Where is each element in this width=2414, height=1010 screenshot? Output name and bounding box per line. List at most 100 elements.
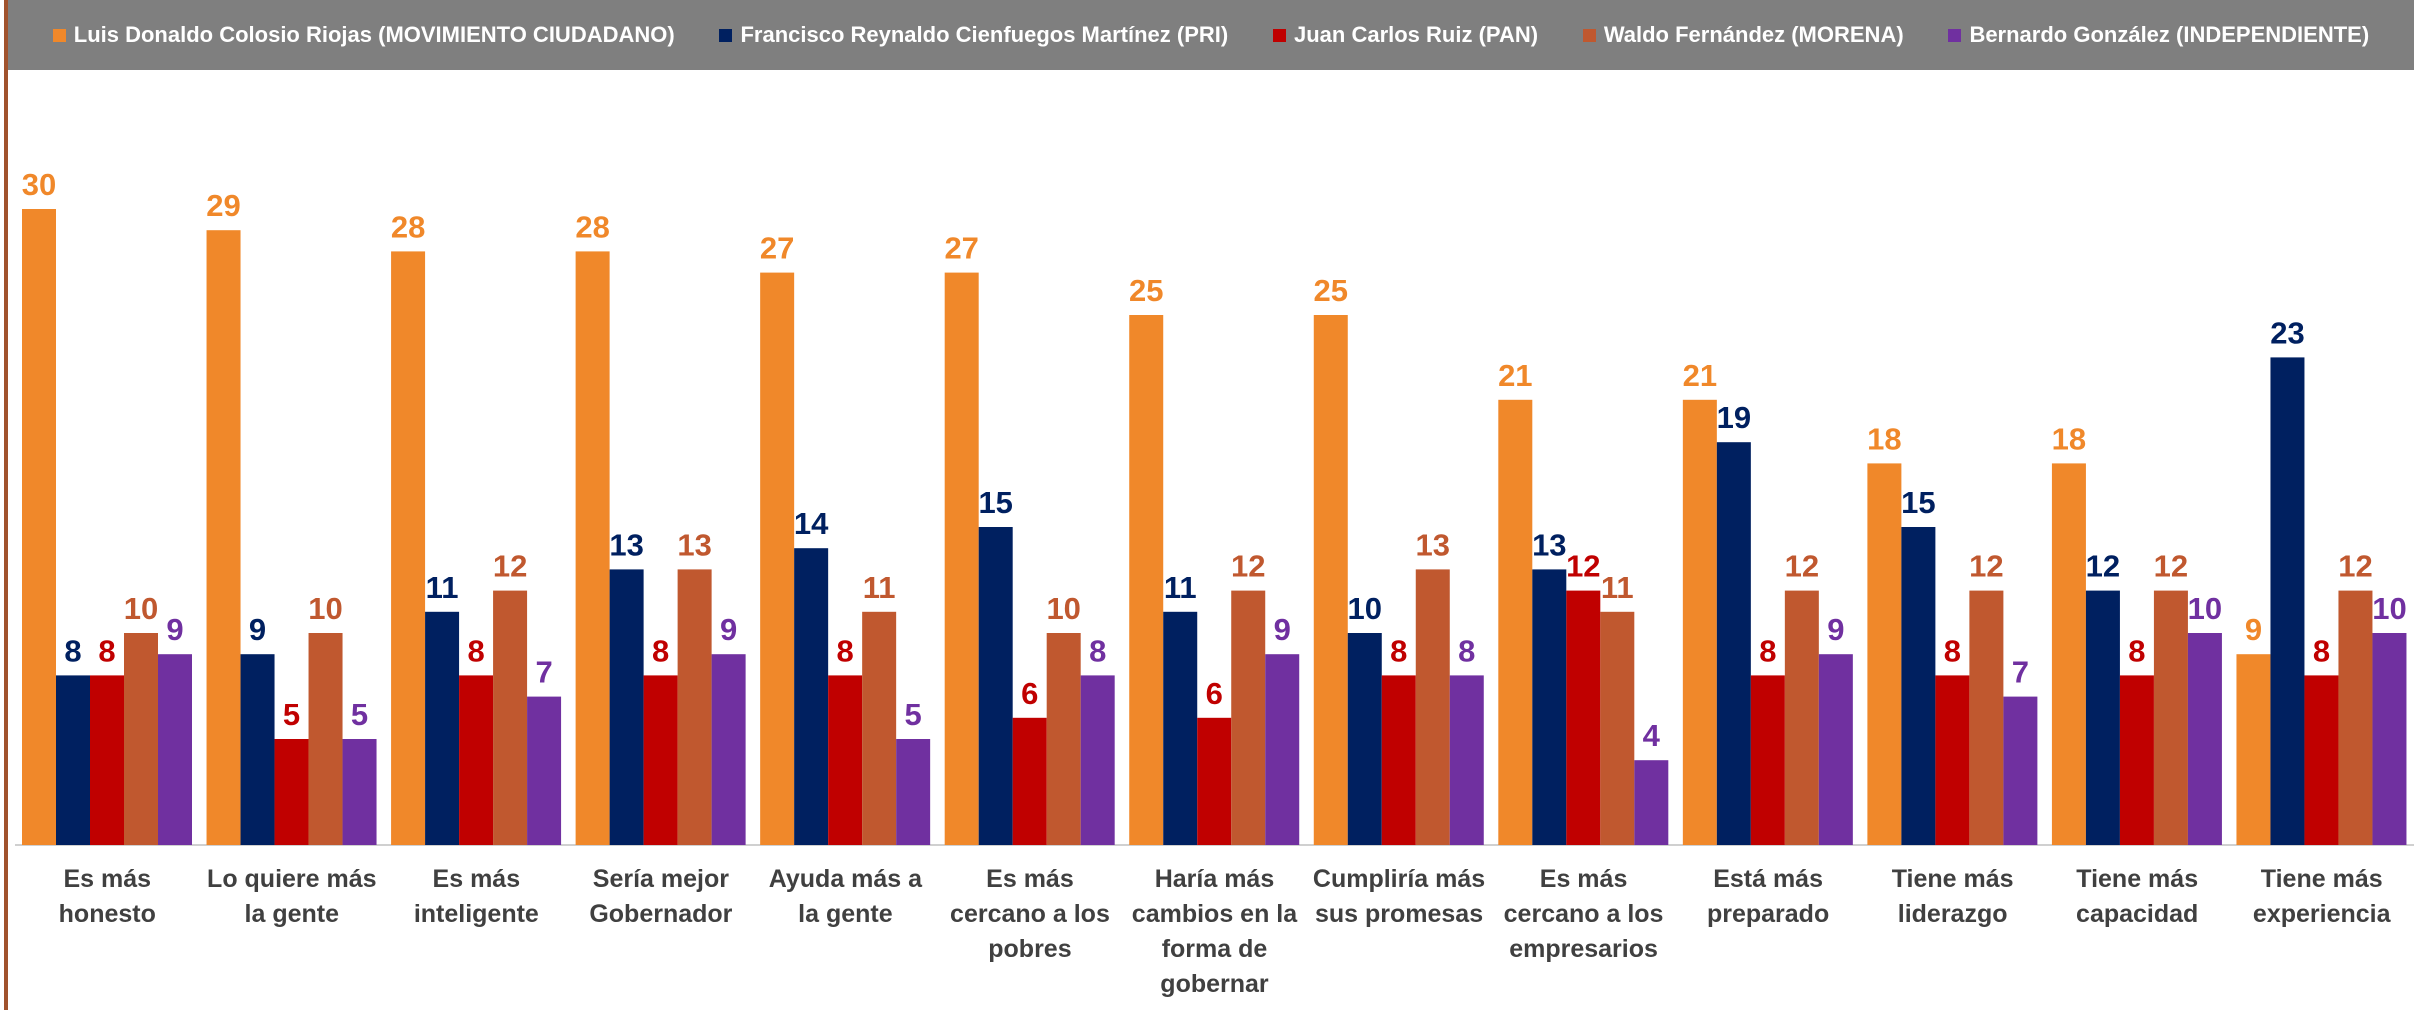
bar <box>862 611 897 845</box>
bar <box>1935 675 1970 845</box>
legend-item: Bernardo González (INDEPENDIENTE) <box>1948 22 2369 48</box>
bar <box>2153 590 2188 845</box>
data-label: 15 <box>978 485 1012 520</box>
legend-swatch <box>1272 28 1286 42</box>
legend-label: Francisco Reynaldo Cienfuegos Martínez (… <box>740 22 1229 47</box>
data-label: 8 <box>1089 633 1106 668</box>
bar <box>1197 717 1232 845</box>
bar <box>22 209 56 845</box>
bar <box>1867 463 1902 845</box>
data-label: 13 <box>1416 527 1450 562</box>
data-label: 8 <box>2313 633 2330 668</box>
data-label: 21 <box>1683 358 1717 393</box>
bar <box>2003 696 2038 845</box>
data-label: 11 <box>426 570 459 605</box>
data-label: 6 <box>1206 676 1223 711</box>
bar <box>1012 717 1047 845</box>
bar <box>1634 760 1669 845</box>
bar <box>527 696 562 845</box>
bar <box>1566 590 1601 845</box>
bar <box>274 739 309 845</box>
legend-item: Waldo Fernández (MORENA) <box>1582 22 1904 48</box>
bar <box>2270 357 2305 845</box>
bar <box>2236 654 2271 845</box>
data-label: 8 <box>1458 633 1475 668</box>
data-label: 12 <box>493 549 527 584</box>
data-label: 10 <box>308 591 342 626</box>
data-label: 9 <box>1274 612 1291 647</box>
data-label: 7 <box>535 655 552 690</box>
data-label: 12 <box>2338 549 2372 584</box>
legend-item: Juan Carlos Ruiz (PAN) <box>1272 22 1539 48</box>
legend-label: Waldo Fernández (MORENA) <box>1603 22 1904 47</box>
bar <box>2187 633 2222 845</box>
data-label: 21 <box>1498 358 1532 393</box>
bar <box>978 527 1013 845</box>
bar <box>1969 590 2004 845</box>
x-tick-label: Es más inteligente <box>413 865 539 928</box>
x-tick-label: Tiene más capacidad <box>2076 865 2199 928</box>
data-label: 9 <box>166 612 183 647</box>
bar <box>240 654 275 845</box>
data-label: 5 <box>283 697 300 732</box>
legend: Luis Donaldo Colosio Riojas (MOVIMIENTO … <box>8 0 2414 70</box>
data-label: 28 <box>391 209 425 244</box>
data-label: 12 <box>1566 549 1600 584</box>
bar <box>711 654 746 845</box>
data-label: 8 <box>837 633 854 668</box>
bar <box>1682 399 1717 845</box>
bar <box>1750 675 1785 845</box>
bar <box>1901 527 1936 845</box>
bar <box>575 251 610 845</box>
data-label: 8 <box>652 633 669 668</box>
bar <box>1415 569 1450 845</box>
data-label: 8 <box>2128 633 2145 668</box>
bar <box>1716 442 1751 845</box>
bar <box>1265 654 1300 845</box>
data-label: 13 <box>609 527 643 562</box>
bar <box>1532 569 1567 845</box>
bar <box>2304 675 2339 845</box>
bar <box>1784 590 1819 845</box>
data-label: 11 <box>1164 570 1197 605</box>
frame-border <box>4 0 8 1010</box>
bar <box>425 611 460 845</box>
legend-label: Bernardo González (INDEPENDIENTE) <box>1969 22 2370 47</box>
data-label: 28 <box>575 209 609 244</box>
bar <box>206 230 241 845</box>
bar <box>609 569 644 845</box>
bar <box>828 675 863 845</box>
bar <box>944 272 979 846</box>
data-label: 12 <box>1785 549 1819 584</box>
data-label: 30 <box>22 167 56 202</box>
legend-item: Luis Donaldo Colosio Riojas (MOVIMIENTO … <box>52 22 675 48</box>
bar <box>308 633 343 845</box>
legend-swatch <box>52 28 66 42</box>
data-label: 12 <box>2154 549 2188 584</box>
x-tick-label: Tiene más liderazgo <box>1891 865 2014 928</box>
data-label: 10 <box>1046 591 1080 626</box>
data-label: 5 <box>351 697 368 732</box>
legend-label: Luis Donaldo Colosio Riojas (MOVIMIENTO … <box>73 22 675 47</box>
data-label: 11 <box>1601 570 1634 605</box>
bar <box>1498 399 1533 845</box>
legend-swatch <box>1948 28 1962 42</box>
bar <box>1129 315 1164 845</box>
data-label: 29 <box>206 188 240 223</box>
data-label: 8 <box>1759 633 1776 668</box>
x-tick-label: Haría más cambios en la forma de goberna… <box>1131 865 1298 998</box>
x-tick-label: Es más cercano a los pobres <box>950 865 1110 963</box>
bar <box>1347 633 1382 845</box>
data-label: 9 <box>2245 612 2262 647</box>
data-label: 12 <box>1231 549 1265 584</box>
data-label: 25 <box>1314 273 1348 308</box>
data-label: 5 <box>905 697 922 732</box>
data-label: 11 <box>863 570 896 605</box>
bar <box>1600 611 1635 845</box>
bar <box>1313 315 1348 845</box>
bar <box>493 590 528 845</box>
legend-label: Juan Carlos Ruiz (PAN) <box>1293 22 1539 47</box>
data-label: 25 <box>1129 273 1163 308</box>
